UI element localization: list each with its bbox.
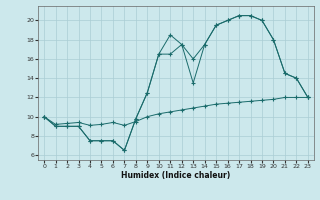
X-axis label: Humidex (Indice chaleur): Humidex (Indice chaleur)	[121, 171, 231, 180]
